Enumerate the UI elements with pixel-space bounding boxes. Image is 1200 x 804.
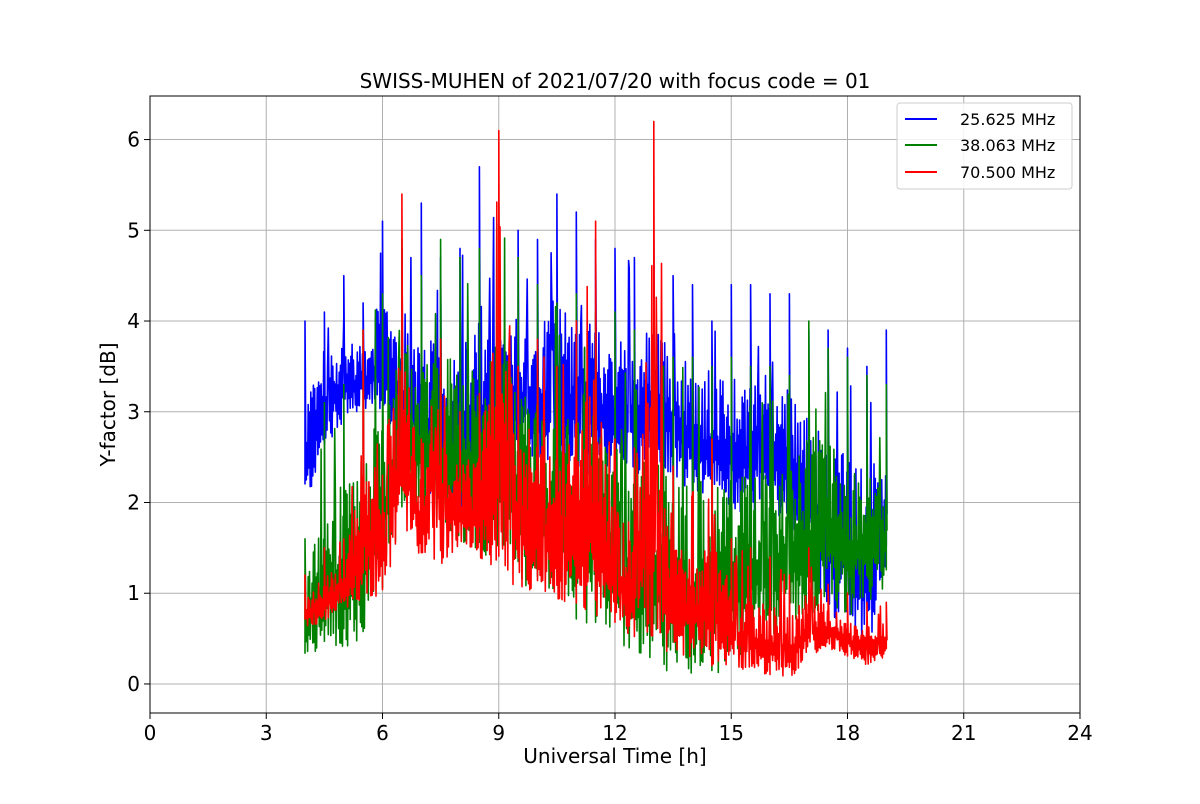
series-line-70-500-mhz — [304, 120, 888, 677]
series-layer — [304, 120, 888, 677]
y-tick-label: 6 — [127, 128, 140, 152]
x-axis-label: Universal Time [h] — [523, 744, 706, 768]
x-tick-label: 9 — [492, 721, 505, 745]
x-tick-label: 21 — [951, 721, 976, 745]
y-tick-label: 3 — [127, 400, 140, 424]
x-tick-label: 24 — [1067, 721, 1092, 745]
x-tick-label: 0 — [144, 721, 157, 745]
legend-box — [896, 102, 1073, 190]
legend-label-38-063-mhz: 38.063 MHz — [960, 136, 1055, 155]
y-tick-label: 0 — [127, 672, 140, 696]
x-tick-label: 15 — [719, 721, 744, 745]
y-axis-label: Y-factor [dB] — [96, 342, 120, 467]
x-tick-label: 6 — [376, 721, 389, 745]
x-tick-label: 12 — [602, 721, 627, 745]
y-tick-label: 5 — [127, 218, 140, 242]
y-tick-label: 1 — [127, 581, 140, 605]
chart-title: SWISS-MUHEN of 2021/07/20 with focus cod… — [360, 69, 871, 93]
x-tick-label: 3 — [260, 721, 273, 745]
y-tick-label: 4 — [127, 309, 140, 333]
y-tick-label: 2 — [127, 490, 140, 514]
legend-label-70-500-mhz: 70.500 MHz — [960, 163, 1055, 182]
x-tick-label: 18 — [835, 721, 860, 745]
legend-label-25-625-mhz: 25.625 MHz — [960, 110, 1055, 129]
legend: 25.625 MHz 38.063 MHz 70.500 MHz — [896, 102, 1073, 190]
